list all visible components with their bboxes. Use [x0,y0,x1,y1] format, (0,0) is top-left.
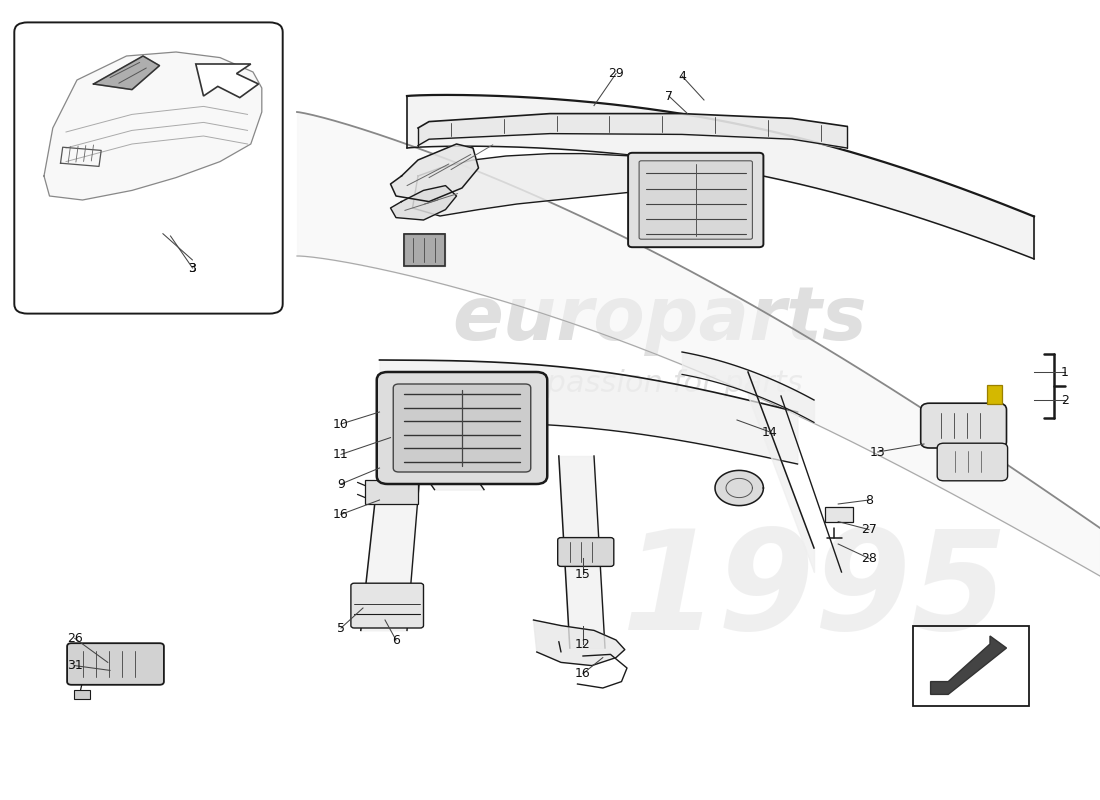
Polygon shape [94,56,160,90]
Text: 1: 1 [1060,366,1069,378]
Polygon shape [196,64,258,98]
Text: 12: 12 [575,638,591,650]
Bar [74,690,90,699]
FancyBboxPatch shape [558,538,614,566]
Text: 31: 31 [67,659,82,672]
Bar [987,385,1002,404]
Text: 6: 6 [392,634,400,646]
FancyBboxPatch shape [376,372,547,484]
Text: 10: 10 [333,418,349,430]
Text: 13: 13 [870,446,886,458]
Text: 9: 9 [337,478,345,490]
Polygon shape [715,470,763,506]
FancyBboxPatch shape [639,161,752,239]
Text: 3: 3 [188,262,197,275]
FancyBboxPatch shape [394,384,530,472]
Text: 14: 14 [762,426,778,438]
Text: 27: 27 [861,523,877,536]
Text: 2: 2 [1060,394,1069,406]
FancyBboxPatch shape [937,443,1008,481]
Text: 1995: 1995 [620,525,1008,659]
Text: 26: 26 [67,632,82,645]
Bar [825,507,852,522]
Text: 15: 15 [575,568,591,581]
Text: 8: 8 [865,494,873,506]
FancyBboxPatch shape [14,22,283,314]
Polygon shape [931,636,1007,694]
Polygon shape [44,52,262,200]
Polygon shape [534,620,625,666]
Text: 11: 11 [333,448,349,461]
Text: 4: 4 [678,70,686,82]
Text: 3: 3 [188,262,197,274]
Text: europarts: europarts [453,283,867,357]
Text: 16: 16 [575,667,591,680]
Polygon shape [412,154,632,216]
FancyBboxPatch shape [628,153,763,247]
Bar [365,480,418,504]
Text: 7: 7 [664,90,673,102]
Text: a passion for parts: a passion for parts [518,370,802,398]
Text: 28: 28 [861,552,877,565]
Polygon shape [404,234,446,266]
FancyBboxPatch shape [921,403,1006,448]
FancyBboxPatch shape [351,583,424,628]
Text: 5: 5 [337,622,345,634]
Text: 16: 16 [333,508,349,521]
Polygon shape [390,144,478,202]
Polygon shape [390,186,456,220]
Bar [404,234,446,266]
FancyBboxPatch shape [67,643,164,685]
Text: 29: 29 [608,67,624,80]
